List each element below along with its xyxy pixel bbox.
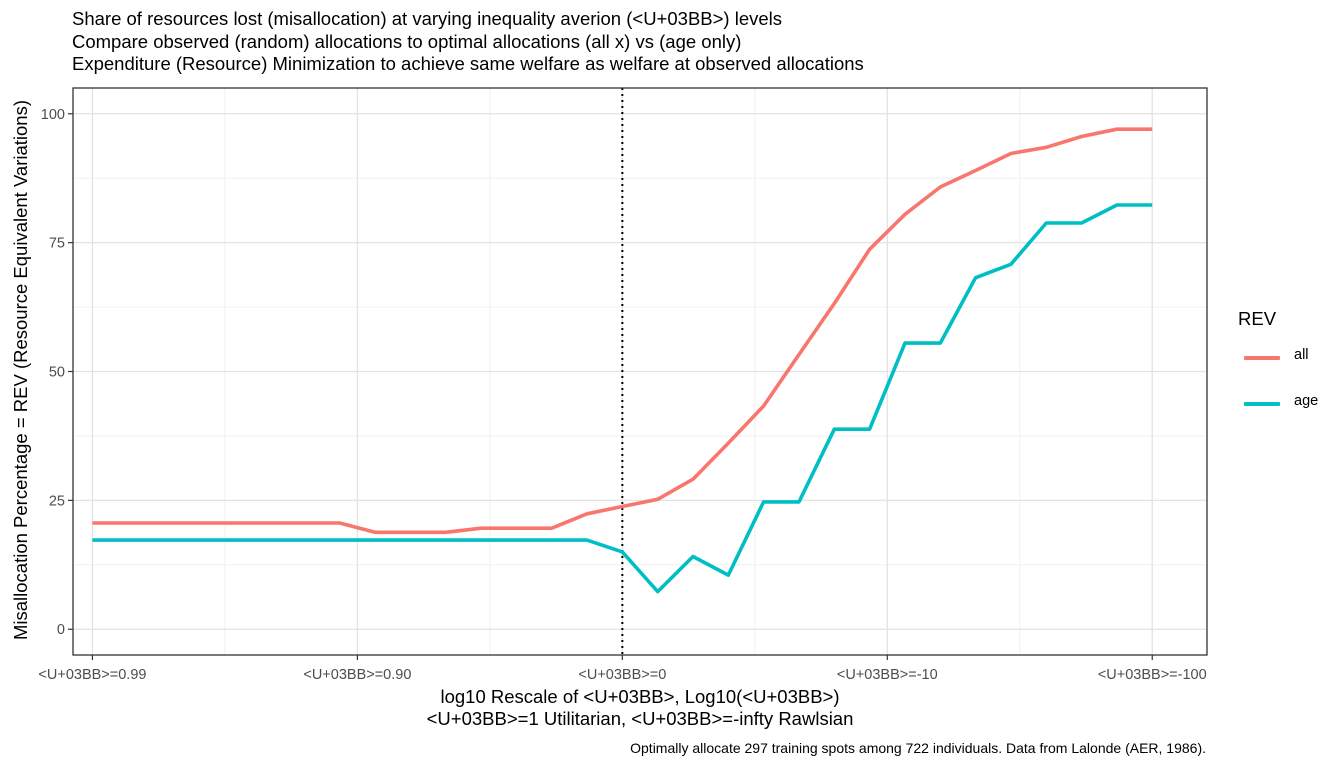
x-tick-label: <U+03BB>=-10 [837,667,938,683]
x-tick-label: <U+03BB>=0.90 [303,667,411,683]
series-line-age [92,203,1153,594]
legend-key-age [1244,402,1280,406]
series-line-all [92,127,1153,535]
legend-key-all [1244,356,1280,360]
chart-caption: Optimally allocate 297 training spots am… [630,740,1206,756]
y-tick-label: 25 [49,493,65,509]
x-tick-label: <U+03BB>=0.99 [38,667,146,683]
chart-title: Share of resources lost (misallocation) … [72,8,864,76]
x-axis: <U+03BB>=0.99 <U+03BB>=0.90 <U+03BB>=0 <U+0… [38,655,1207,683]
y-axis-label: Misallocation Percentage = REV (Resource… [10,99,31,641]
x-axis-label-line-1: log10 Rescale of <U+03BB>, Log10(<U+03BB… [440,686,840,707]
grid-major [73,88,1207,655]
legend-label-age: age [1294,393,1319,409]
legend-item-all: all [1238,344,1309,390]
y-tick-label: 0 [57,622,65,638]
legend-label-all: all [1294,347,1309,363]
y-tick-label: 50 [49,365,65,381]
y-axis: 0 25 50 75 100 [41,107,73,638]
y-tick-label: 100 [41,107,65,123]
legend-title: REV [1238,308,1277,329]
title-line-3: Expenditure (Resource) Minimization to a… [72,53,864,74]
x-tick-label: <U+03BB>=-100 [1098,667,1207,683]
x-tick-label: <U+03BB>=0 [578,667,666,683]
series-layer [92,127,1153,594]
y-tick-label: 75 [49,236,65,252]
x-axis-label-line-2: <U+03BB>=1 Utilitarian, <U+03BB>=-infty … [426,708,854,729]
legend: REV all age [1238,308,1318,436]
title-line-2: Compare observed (random) allocations to… [72,30,742,52]
x-axis-label: log10 Rescale of <U+03BB>, Log10(<U+03BB… [427,686,854,730]
title-line-1: Share of resources lost (misallocation) … [72,8,783,29]
legend-item-age: age [1238,390,1318,436]
